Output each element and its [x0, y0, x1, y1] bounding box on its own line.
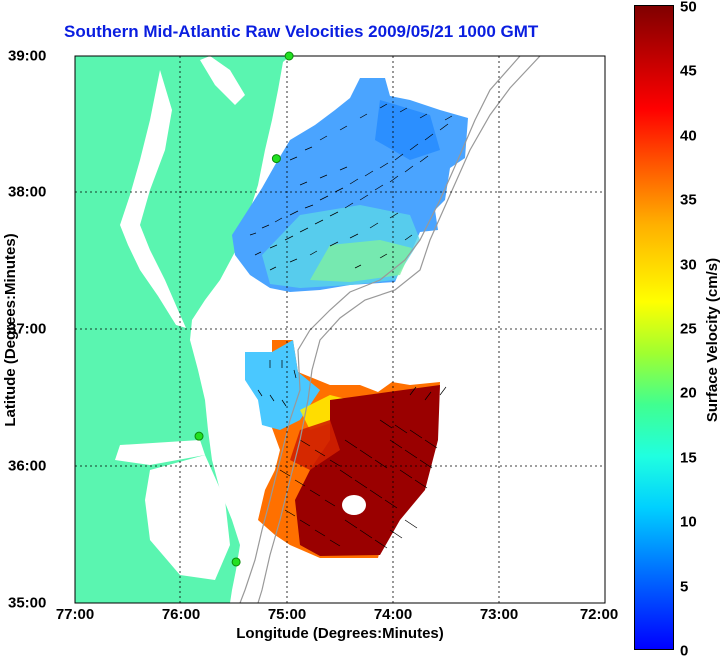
colorbar-tick: 5: [680, 578, 689, 596]
radar-station-marker: [194, 431, 204, 441]
radar-station-marker: [284, 51, 294, 61]
colorbar-tick: 20: [680, 384, 697, 402]
y-tick: 37:00: [8, 320, 47, 338]
y-tick: 39:00: [8, 47, 47, 65]
shelf-contour-2: [257, 56, 541, 603]
x-tick: 74:00: [373, 606, 413, 623]
x-tick: 73:00: [479, 606, 519, 623]
delaware-bay: [200, 56, 245, 105]
colorbar-tick: 15: [680, 449, 697, 467]
y-axis-label: Latitude (Degrees:Minutes): [2, 233, 19, 427]
x-axis-label: Longitude (Degrees:Minutes): [236, 625, 444, 642]
y-tick: 36:00: [8, 457, 47, 475]
y-tick: 35:00: [8, 594, 47, 612]
colorbar-tick: 45: [680, 62, 697, 80]
shelf-contour-1: [239, 56, 521, 603]
x-tick: 77:00: [55, 606, 95, 623]
y-tick: 38:00: [8, 183, 47, 201]
colorbar-tick: 50: [680, 0, 697, 16]
colorbar: [634, 5, 674, 650]
land-mass: [75, 56, 290, 603]
radar-station-marker: [271, 154, 281, 164]
colorbar-tick: 35: [680, 191, 697, 209]
x-tick: 72:00: [579, 606, 619, 623]
colorbar-tick: 0: [680, 642, 689, 660]
colorbar-label: Surface Velocity (cm/s): [704, 257, 721, 423]
x-tick: 76:00: [161, 606, 201, 623]
pamlico-sound: [145, 455, 230, 580]
colorbar-tick: 30: [680, 256, 697, 274]
map-title: Southern Mid-Atlantic Raw Velocities 200…: [64, 22, 539, 41]
colorbar-tick: 40: [680, 127, 697, 145]
colorbar-tick: 25: [680, 320, 697, 338]
colorbar-tick: 10: [680, 513, 697, 531]
chesapeake-bay: [120, 70, 186, 328]
albemarle-sound: [115, 440, 205, 465]
radar-station-marker: [231, 557, 241, 567]
x-tick: 75:00: [267, 606, 307, 623]
